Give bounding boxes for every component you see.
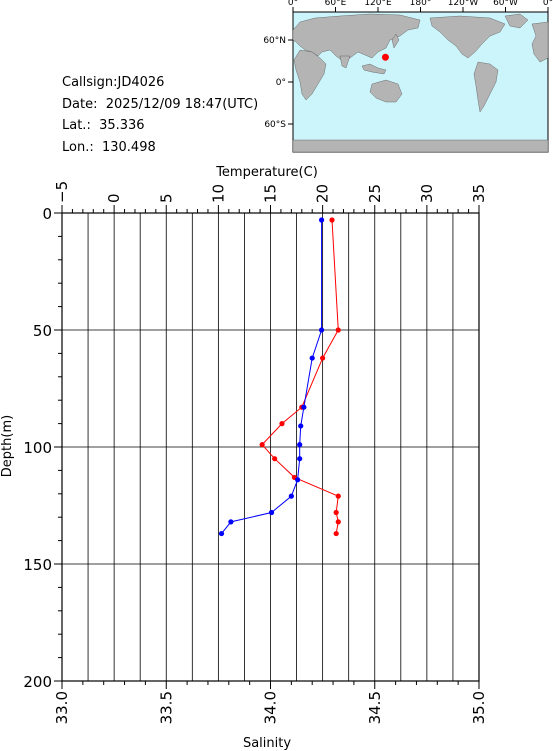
depth-tick-label: 50 (33, 322, 52, 340)
depth-tick-label: 200 (23, 673, 52, 691)
map-longitude-label: 120°W (448, 0, 479, 8)
salinity-point (318, 217, 325, 223)
temperature-point (329, 217, 335, 223)
depth-tick-label: 150 (23, 556, 52, 574)
map-longitude-label: 120°E (364, 0, 392, 8)
temperature-tick-label: 30 (418, 184, 436, 203)
temperature-tick-label: 15 (262, 184, 280, 203)
salinity-point (297, 442, 303, 448)
temperature-point (333, 509, 339, 516)
salinity-line (221, 220, 323, 534)
chart-minor-ticks (54, 205, 480, 689)
salinity-point (295, 477, 301, 483)
map-land (292, 13, 549, 153)
temperature-tick-label: 35 (470, 184, 488, 203)
salinity-point (228, 519, 234, 525)
temperature-tick-label: 0 (105, 193, 123, 203)
latitude-text: Lat.: 35.336 (62, 118, 145, 133)
temperature-tick-label: −5 (53, 181, 71, 203)
temperature-point (279, 421, 285, 427)
temperature-point (335, 327, 341, 333)
salinity-tick-label: 34.5 (366, 691, 384, 724)
date-text: Date: 2025/12/09 18:47(UTC) (62, 96, 259, 112)
depth-tick-label: 100 (23, 439, 52, 457)
temperature-tick-label: 20 (314, 184, 332, 203)
map-frame-ticks (288, 7, 549, 125)
salinity-point (309, 355, 315, 361)
salinity-tick-label: 33.5 (157, 691, 175, 724)
salinity-point (268, 509, 275, 516)
temperature-tick-label: 10 (209, 184, 227, 203)
temperature-point (333, 530, 339, 537)
temperature-point (272, 456, 278, 462)
temperature-point (335, 519, 341, 525)
temperature-point (320, 355, 326, 361)
map-longitude-label: 0° (543, 0, 553, 8)
map-latitude-label: 0° (276, 78, 286, 88)
depth-axis-label: Depth(m) (0, 415, 15, 477)
map-longitude-labels: 0° 60°E 120°E 180° 120°W 60°W 0° (288, 0, 553, 8)
chart-grid (61, 213, 480, 681)
map-longitude-label: 60°E (325, 0, 347, 8)
salinity-point (288, 493, 294, 499)
temperature-line (261, 219, 339, 534)
map-longitude-label: 180° (410, 0, 432, 8)
plot-frame (61, 212, 480, 682)
salinity-axis-label: Salinity (243, 736, 291, 751)
salinity-point (318, 327, 325, 333)
salinity-tick-label: 33.0 (53, 691, 71, 724)
depth-tick-label: 0 (42, 205, 52, 223)
salinity-tick-labels: 33.0 33.5 34.0 34.5 35.0 (53, 691, 488, 724)
temperature-axis-label: Temperature(C) (215, 165, 318, 180)
temperature-tick-label: 5 (157, 193, 175, 203)
temperature-point (335, 493, 341, 499)
salinity-point (218, 530, 225, 537)
map-longitude-label: 0° (288, 0, 298, 8)
station-marker-icon (381, 53, 389, 61)
temperature-tick-labels: −5 0 5 10 15 20 25 30 35 (53, 181, 488, 203)
map-longitude-label: 60°W (493, 0, 518, 8)
world-map: 0° 60°E 120°E 180° 120°W 60°W 0° 60°N 0° 60°S (263, 0, 553, 153)
salinity-point (301, 404, 307, 410)
map-latitude-label: 60°N (263, 36, 286, 46)
salinity-point (297, 456, 303, 462)
temperature-point (259, 442, 265, 448)
salinity-tick-label: 35.0 (470, 691, 488, 724)
map-latitude-label: 60°S (264, 120, 286, 130)
salinity-tick-label: 34.0 (262, 691, 280, 724)
depth-tick-labels: 0 50 100 150 200 (23, 205, 52, 691)
station-info: Callsign:JD4026 Date: 2025/12/09 18:47(U… (62, 72, 258, 158)
salinity-point (298, 423, 304, 429)
temperature-tick-label: 25 (366, 184, 384, 203)
data-series (218, 217, 341, 537)
longitude-text: Lon.: 130.498 (62, 139, 156, 155)
map-latitude-labels: 60°N 0° 60°S (263, 36, 286, 130)
callsign-text: Callsign:JD4026 (62, 75, 165, 90)
